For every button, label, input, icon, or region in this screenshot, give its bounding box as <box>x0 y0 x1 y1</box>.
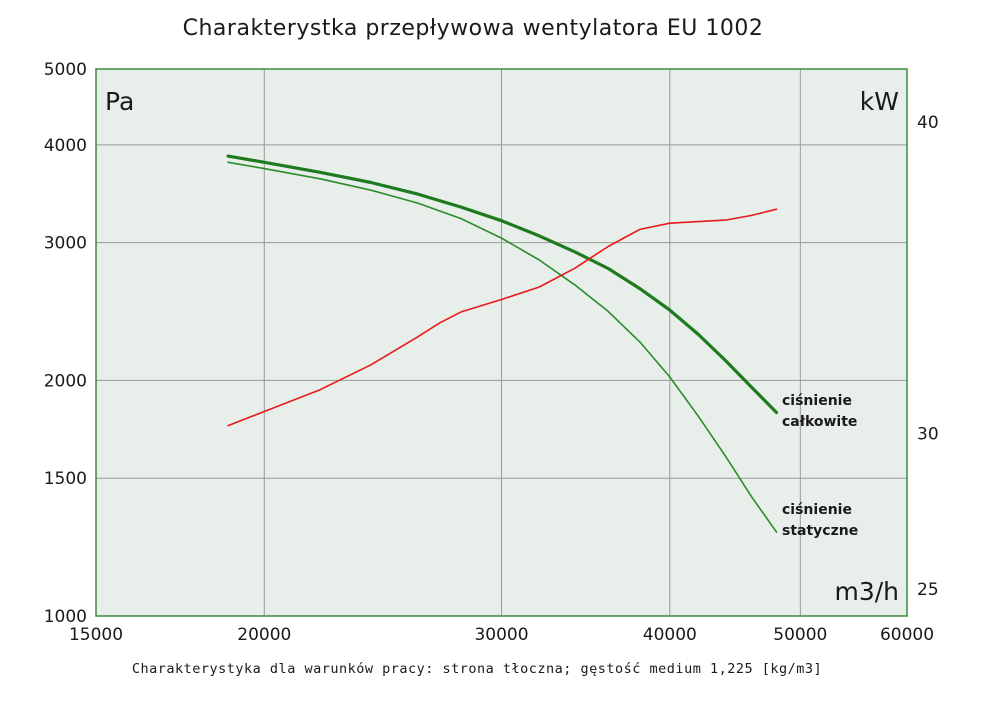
series-total-pressure-label-line-2: całkowite <box>782 414 857 430</box>
series-layer <box>226 154 779 533</box>
x-tick-label-40000: 40000 <box>643 625 697 645</box>
y-left-tick-label-1500: 1500 <box>44 469 87 489</box>
y-left-tick-label-1000: 1000 <box>44 607 87 627</box>
x-tick-label-50000: 50000 <box>773 625 827 645</box>
series-power-line <box>227 208 778 427</box>
chart-title: Charakterystka przepływowa wentylatora E… <box>182 16 764 41</box>
series-static-pressure-label-line-1: ciśnienie <box>782 502 852 518</box>
chart-caption: Charakterystyka dla warunków pracy: stro… <box>131 661 823 677</box>
series-static-pressure-line <box>227 161 778 533</box>
series-static-pressure-label-line-2: statyczne <box>782 523 858 539</box>
x-tick-label-30000: 30000 <box>474 625 528 645</box>
axis-labels: Pa kW m3/h ciśnienie całkowite ciśnienie staty… <box>105 87 899 606</box>
y-left-tick-label-4000: 4000 <box>44 136 87 156</box>
y-left-tick-label-2000: 2000 <box>44 371 87 391</box>
series-total-pressure-label-line-1: ciśnienie <box>782 393 852 409</box>
y-left-tick-label-5000: 5000 <box>44 60 87 80</box>
x-axis-label: m3/h <box>834 577 899 606</box>
y-right-tick-label-40: 40 <box>917 113 939 133</box>
x-tick-label-60000: 60000 <box>880 625 934 645</box>
y-left-tick-label-3000: 3000 <box>44 234 87 254</box>
y-right-axis-label: kW <box>860 87 899 116</box>
y-left-axis-label: Pa <box>105 87 134 116</box>
series-total-pressure-line <box>226 154 779 415</box>
tick-labels: 15000 20000 30000 40000 50000 60000 1000 1500 20… <box>44 60 939 645</box>
x-tick-label-20000: 20000 <box>237 625 291 645</box>
y-right-tick-label-25: 25 <box>917 580 939 600</box>
y-right-tick-label-30: 30 <box>917 424 939 444</box>
plot-frame <box>95 68 908 617</box>
x-tick-label-15000: 15000 <box>69 625 123 645</box>
